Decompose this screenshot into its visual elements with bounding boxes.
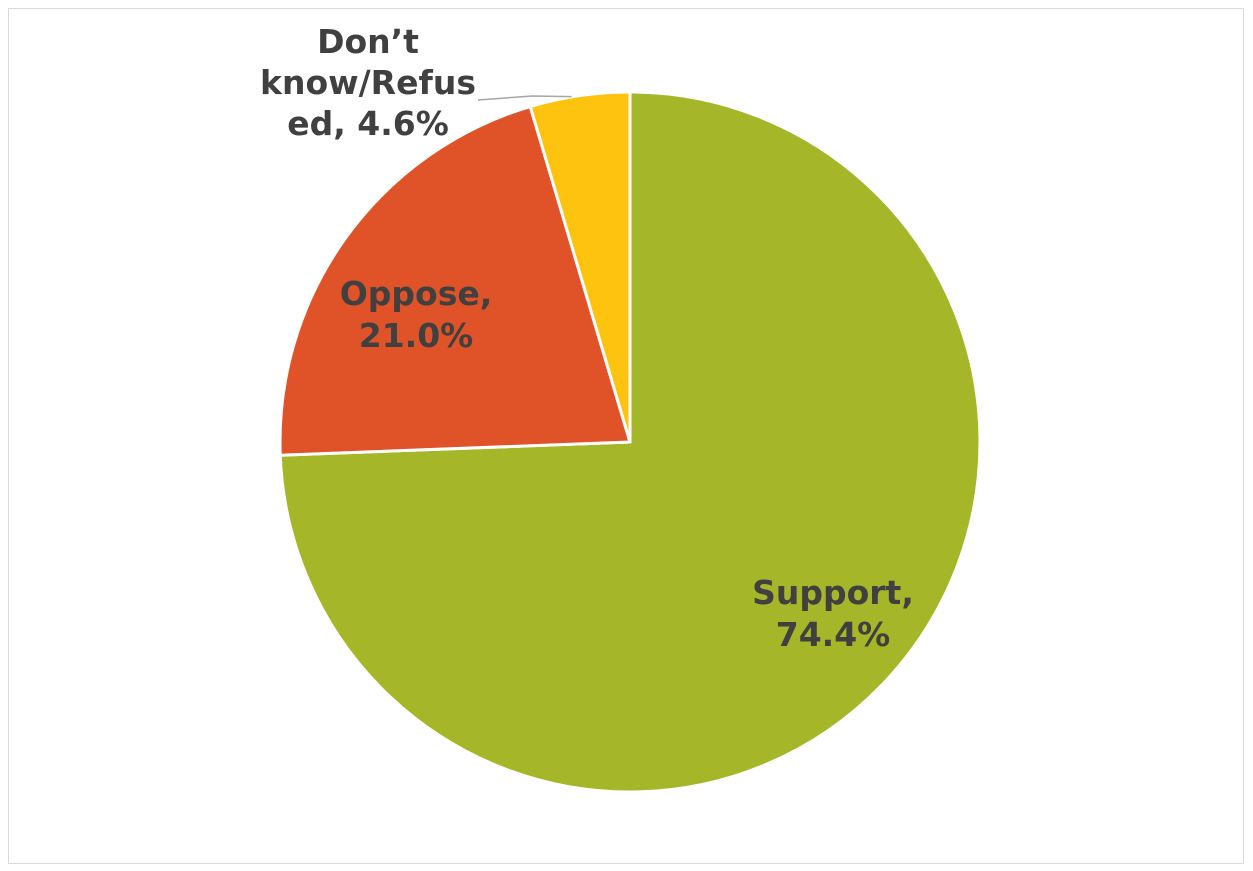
pie-slice-don-t-know-refused [528, 90, 632, 444]
data-label-line: Oppose, [340, 274, 493, 313]
leader-line [477, 95, 572, 101]
pie-slices [278, 90, 982, 794]
data-labels: Support, 74.4% Oppose, 21.0% Don’t know/Refus… [260, 22, 914, 654]
pie-slice-oppose [278, 105, 632, 457]
data-label-line: know/Refus [260, 63, 476, 102]
data-label-line: Don’t [317, 22, 419, 61]
data-label-support: Support, 74.4% [752, 573, 914, 654]
data-label-line: Support, [752, 573, 914, 612]
leader-lines [477, 95, 572, 101]
data-label-line: 21.0% [359, 316, 474, 355]
data-label-don-t-know-refused: Don’t know/Refus ed, 4.6% [260, 22, 476, 143]
data-label-oppose: Oppose, 21.0% [340, 274, 493, 355]
data-label-line: 74.4% [776, 615, 891, 654]
data-label-line: ed, 4.6% [287, 104, 449, 143]
